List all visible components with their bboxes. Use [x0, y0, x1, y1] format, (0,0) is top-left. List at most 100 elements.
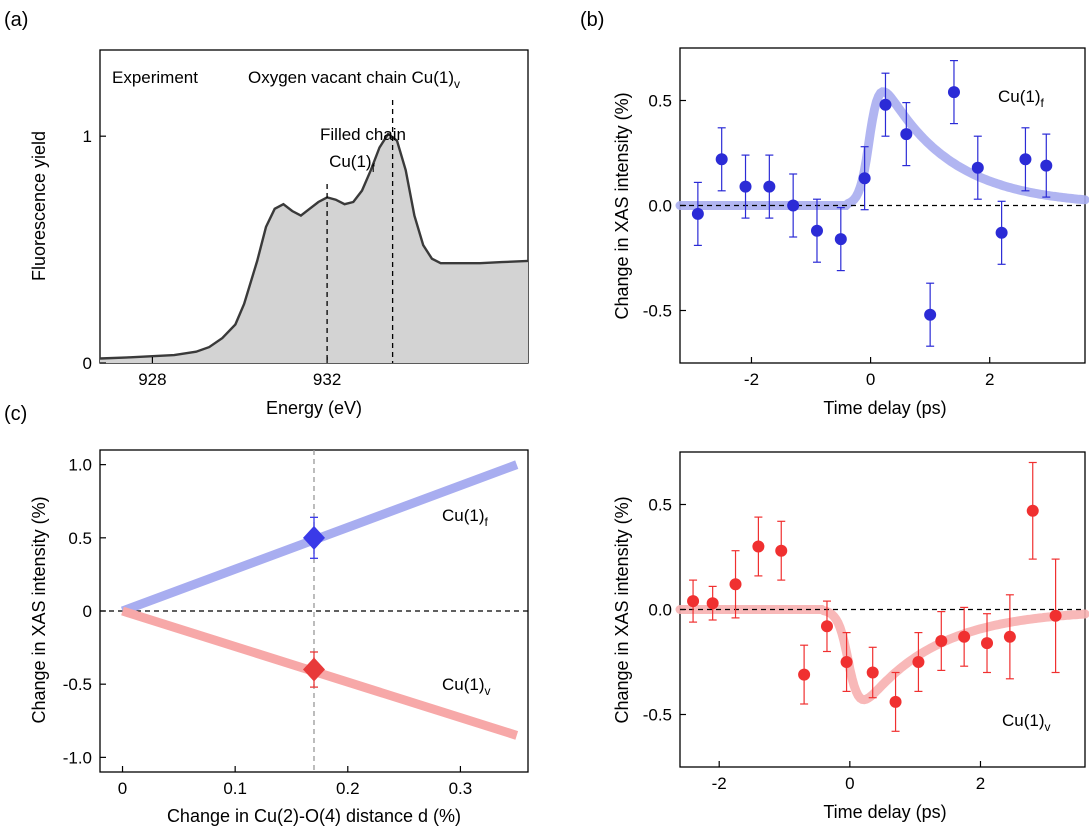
panel-b-ytick-label: 0.5 — [648, 92, 672, 111]
panel-d-data-point — [752, 540, 765, 553]
panel-c-xtick-label: 0.2 — [336, 779, 360, 798]
panel-c-series-v-sub: v — [485, 684, 491, 698]
panel-b-data-point — [834, 233, 847, 246]
panel-c-ylabel: Change in XAS intensity (%) — [29, 496, 49, 723]
panel-c-ytick-label: -0.5 — [63, 675, 92, 694]
panel-d-data-point — [912, 656, 925, 668]
panel-c-ytick-label: 0 — [83, 602, 92, 621]
panel-b-data-point — [995, 226, 1008, 239]
panel-b-ytick-label: 0.0 — [648, 197, 672, 216]
panel-a-ylabel: Fluorescence yield — [29, 131, 49, 281]
filled-chain-cu-text: Cu(1) — [329, 152, 372, 171]
fluorescence-area — [100, 133, 528, 363]
panel-d-data-point — [1049, 609, 1062, 622]
panel-a: 928 932 0 1 Experiment Oxygen vacant chain … — [29, 49, 529, 418]
panel-d-series-sub: v — [1045, 720, 1051, 734]
panel-d-data-point — [1026, 504, 1039, 517]
panel-b-data-point — [787, 199, 800, 212]
panel-c-diamond-marker — [303, 657, 325, 682]
panel-c-ytick-label: 1.0 — [68, 456, 92, 475]
panel-b-xlabel: Time delay (ps) — [823, 398, 946, 418]
panel-d-data-point — [889, 695, 902, 708]
panel-b-data-point — [924, 308, 937, 321]
panel-b-ytick-label: -0.5 — [643, 302, 672, 321]
panel-b-data-point — [763, 180, 776, 193]
panel-d-ytick-label: 0.5 — [648, 496, 672, 515]
panel-b-data-point — [691, 207, 704, 220]
panel-c-series-v-text: Cu(1) — [442, 675, 485, 694]
panel-b-xtick-label: 0 — [866, 370, 875, 389]
panel-d-xtick-label: 0 — [845, 774, 854, 793]
panel-b-xtick-label: 2 — [985, 370, 994, 389]
panel-d-data-point — [687, 595, 700, 608]
vacant-chain-label: Oxygen vacant chain Cu(1)v — [248, 68, 460, 91]
panel-d-xlabel: Time delay (ps) — [823, 802, 946, 822]
panel-d-data-point — [958, 630, 971, 643]
panel-d-data-point — [706, 597, 719, 610]
panel-d-series-text: Cu(1) — [1002, 711, 1045, 730]
panel-b-data-point — [947, 86, 960, 99]
filled-chain-cu-sub: f — [372, 161, 376, 175]
panel-c-series-f-label: Cu(1)f — [442, 506, 489, 529]
panel-b-data-point — [971, 161, 984, 174]
panel-d-series-label: Cu(1)v — [1002, 711, 1051, 734]
panel-d-ytick-label: -0.5 — [643, 706, 672, 725]
panel-d-marks: -2 0 2 0.5 0.0 -0.5 — [643, 461, 1089, 793]
panel-d: -2 0 2 0.5 0.0 -0.5 Cu(1)v Time delay (ps) Ch… — [612, 451, 1089, 822]
panel-d-data-point — [981, 637, 994, 650]
panel-c-series-f-sub: f — [485, 515, 489, 529]
panel-c-xlabel: Change in Cu(2)-O(4) distance d (%) — [167, 806, 461, 826]
panel-b-series-text: Cu(1) — [998, 87, 1041, 106]
panel-b-series-sub: f — [1041, 96, 1045, 110]
panel-d-data-point — [840, 656, 853, 668]
panel-d-data-point — [820, 620, 833, 633]
panel-b-data-point — [900, 128, 913, 141]
panel-c-series-v-label: Cu(1)v — [442, 675, 491, 698]
panel-b-data-point — [810, 224, 823, 237]
panel-c-label: (c) — [4, 403, 27, 425]
panel-d-data-point — [729, 578, 742, 591]
panel-d-ylabel: Change in XAS intensity (%) — [612, 496, 632, 723]
fluorescence-line — [99, 132, 529, 360]
panel-d-fit-curve — [675, 605, 1089, 705]
panel-c-series-f-text: Cu(1) — [442, 506, 485, 525]
experiment-label: Experiment — [112, 68, 198, 87]
panel-d-xtick-label: 2 — [976, 774, 985, 793]
panel-a-xtick-label: 928 — [138, 370, 166, 389]
panel-b-label: (b) — [580, 9, 604, 31]
vacant-chain-text: Oxygen vacant chain Cu(1) — [248, 68, 454, 87]
panel-b-data-point — [858, 172, 871, 185]
panel-c-diamond-marker — [303, 525, 325, 550]
panel-b-data-point — [1019, 153, 1032, 166]
panel-b-data-point — [739, 180, 752, 193]
panel-d-xtick-label: -2 — [712, 774, 727, 793]
panel-c: 0 0.1 0.2 0.31.00.50-0.5-1.0 Cu(1)f Cu(1)v … — [29, 449, 529, 826]
panel-a-marks: 928 932 0 1 — [83, 100, 529, 389]
vacant-chain-sub: v — [454, 77, 460, 91]
panel-d-data-point — [866, 666, 879, 679]
panel-b: -2 0 2 0.5 0.0 -0.5 Cu(1)f Time delay (ps) Ch… — [612, 47, 1089, 418]
panel-a-ytick-label: 1 — [83, 127, 92, 146]
panel-c-ytick-label: -1.0 — [63, 748, 92, 767]
panel-d-ytick-label: 0.0 — [648, 601, 672, 620]
panel-c-marks: 0 0.1 0.2 0.3 1.0 0.5 0 -0.5 -1.0 — [63, 450, 528, 798]
panel-b-data-point — [715, 153, 728, 166]
panel-b-marks: -2 0 2 0.5 0.0 -0.5 — [643, 59, 1089, 389]
panel-b-ylabel: Change in XAS intensity (%) — [612, 92, 632, 319]
panel-a-xtick-label: 932 — [313, 370, 341, 389]
filled-chain-label: Filled chain — [320, 125, 406, 144]
panel-b-data-point — [879, 98, 892, 111]
panel-d-data-point — [775, 544, 788, 557]
panel-c-xtick-label: 0.3 — [449, 779, 473, 798]
panel-c-ytick-label: 0.5 — [68, 529, 92, 548]
panel-a-ytick-label: 0 — [83, 354, 92, 373]
panel-b-xtick-label: -2 — [744, 370, 759, 389]
filled-chain-cu-label: Cu(1)f — [329, 152, 376, 175]
panel-a-xlabel: Energy (eV) — [266, 398, 362, 418]
panel-c-xtick-label: 0 — [118, 779, 127, 798]
panel-c-xtick-label: 0.1 — [223, 779, 247, 798]
panel-d-data-point — [1003, 630, 1016, 643]
panel-b-data-point — [1040, 159, 1053, 172]
panel-d-data-point — [798, 668, 811, 681]
